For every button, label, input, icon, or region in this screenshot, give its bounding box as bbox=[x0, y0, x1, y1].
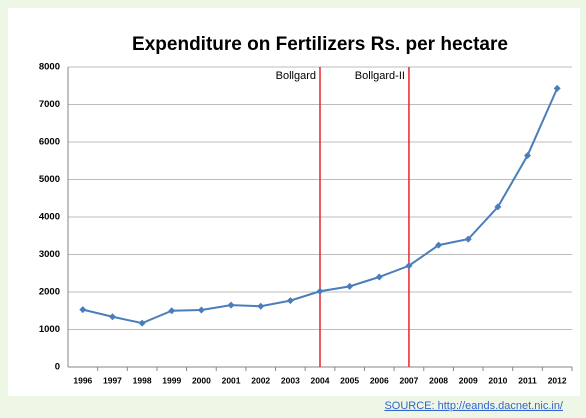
y-tick-label: 3000 bbox=[39, 249, 60, 260]
y-tick-label: 2000 bbox=[39, 287, 60, 298]
x-tick-label: 1999 bbox=[162, 375, 181, 385]
y-tick-label: 1000 bbox=[39, 324, 60, 335]
source-link[interactable]: SOURCE: http://eands.dacnet.nic.in/ bbox=[384, 400, 563, 412]
y-tick-label: 5000 bbox=[39, 174, 60, 185]
data-point bbox=[494, 203, 502, 211]
data-point bbox=[316, 287, 324, 295]
data-point bbox=[168, 307, 176, 315]
y-tick-label: 4000 bbox=[39, 212, 60, 223]
annotation-label: Bollgard-II bbox=[355, 70, 405, 82]
x-tick-label: 1997 bbox=[103, 375, 122, 385]
y-tick-label: 6000 bbox=[39, 137, 60, 148]
data-point bbox=[435, 241, 443, 249]
y-tick-label: 8000 bbox=[39, 62, 60, 73]
data-point bbox=[346, 282, 354, 290]
data-point bbox=[375, 273, 383, 281]
x-tick-label: 2004 bbox=[311, 375, 330, 385]
data-point bbox=[108, 313, 116, 321]
data-point bbox=[405, 262, 413, 270]
data-point bbox=[138, 319, 146, 327]
chart-panel bbox=[8, 8, 580, 396]
x-tick-label: 2000 bbox=[192, 375, 211, 385]
data-point bbox=[227, 301, 235, 309]
x-tick-label: 2007 bbox=[399, 375, 418, 385]
data-point bbox=[79, 306, 87, 314]
x-tick-label: 2009 bbox=[459, 375, 478, 385]
x-tick-label: 1998 bbox=[133, 375, 152, 385]
data-point bbox=[553, 84, 561, 92]
y-tick-label: 7000 bbox=[39, 99, 60, 110]
x-tick-label: 2003 bbox=[281, 375, 300, 385]
x-tick-label: 2001 bbox=[222, 375, 241, 385]
annotation-label: Bollgard bbox=[276, 70, 316, 82]
data-point bbox=[524, 152, 532, 159]
x-tick-label: 2011 bbox=[518, 375, 537, 385]
data-point bbox=[464, 235, 472, 243]
data-point bbox=[257, 302, 265, 310]
x-tick-label: 2008 bbox=[429, 375, 448, 385]
x-tick-label: 2002 bbox=[251, 375, 270, 385]
x-tick-label: 2005 bbox=[340, 375, 359, 385]
data-point bbox=[197, 306, 205, 314]
chart-title: Expenditure on Fertilizers Rs. per hecta… bbox=[132, 34, 508, 55]
x-tick-label: 2010 bbox=[488, 375, 507, 385]
x-tick-label: 2006 bbox=[370, 375, 389, 385]
x-tick-label: 2012 bbox=[548, 375, 567, 385]
y-tick-label: 0 bbox=[55, 362, 60, 373]
x-tick-label: 1996 bbox=[73, 375, 92, 385]
data-point bbox=[286, 297, 294, 305]
